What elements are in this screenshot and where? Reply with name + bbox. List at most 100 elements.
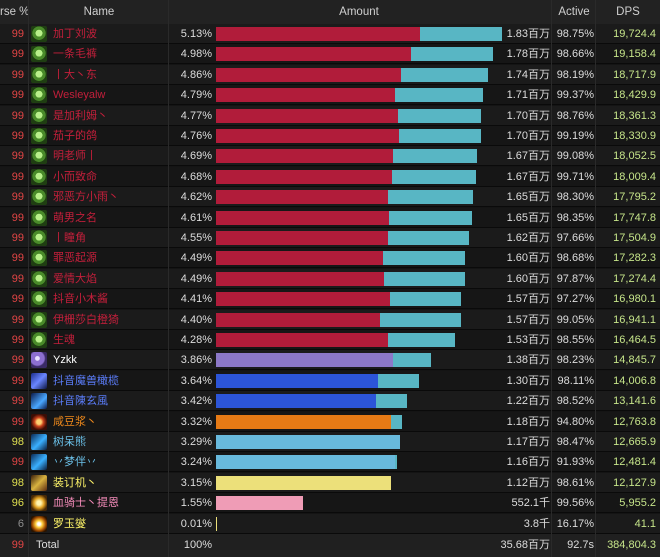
unholy-skull-icon — [31, 230, 47, 246]
dps-value: 18,009.4 — [613, 170, 656, 183]
table-row[interactable]: 96 血骑士丶提恩 1.55% 552.1千 99.56% 5,955.2 — [0, 493, 660, 514]
dps-value: 5,955.2 — [619, 497, 656, 510]
player-name[interactable]: 小而致命 — [53, 170, 97, 183]
table-row[interactable]: 99 罪恶起源 4.49% 1.60百万 98.68% 17,282.3 — [0, 248, 660, 269]
table-row[interactable]: 99 邪恶方小雨丶 4.62% 1.65百万 98.30% 17,795.2 — [0, 187, 660, 208]
player-name[interactable]: 一条毛裤 — [53, 48, 97, 61]
player-name[interactable]: 血骑士丶提恩 — [53, 497, 119, 510]
damage-bar-primary — [216, 210, 389, 225]
player-name[interactable]: 明老师丨 — [53, 150, 97, 163]
damage-amount: 1.67百万 — [506, 150, 550, 163]
damage-bar-primary — [216, 455, 395, 470]
player-name[interactable]: 茄子的鸽 — [53, 130, 97, 142]
active-percent: 98.23% — [556, 354, 594, 367]
damage-bar-secondary — [399, 129, 481, 143]
player-name[interactable]: 丨瞳角 — [53, 232, 86, 244]
damage-bar — [216, 414, 502, 429]
table-row[interactable]: 99 萌男之名 4.61% 1.65百万 98.35% 17,747.8 — [0, 207, 660, 228]
player-name[interactable]: 罗玉燮 — [53, 517, 86, 530]
table-row[interactable]: 99 丨瞳角 4.55% 1.62百万 97.66% 17,504.9 — [0, 228, 660, 248]
table-row[interactable]: 99 伊栅莎白橙猗 4.40% 1.57百万 99.05% 16,941.1 — [0, 309, 660, 330]
inv-percent: 99 — [11, 293, 24, 306]
column-dps[interactable]: DPS — [616, 6, 640, 18]
player-name[interactable]: 抖音小木酱 — [53, 293, 108, 306]
player-name[interactable]: 抖音陳玄風 — [53, 395, 108, 408]
table-row[interactable]: 99 小而致命 4.68% 1.67百万 99.71% 18,009.4 — [0, 166, 660, 187]
table-row[interactable]: 99 丷梦伴丷 3.24% 1.16百万 91.93% 12,481.4 — [0, 452, 660, 473]
column-inv-percent[interactable]: rse % — [0, 6, 28, 18]
player-name[interactable]: 加丁刘波 — [53, 28, 97, 40]
player-name[interactable]: Yzkk — [53, 354, 77, 367]
player-name[interactable]: 装订机丶 — [53, 476, 97, 489]
damage-bar — [216, 251, 502, 266]
table-row[interactable]: 99 抖音魔兽橄榄 3.64% 1.30百万 98.11% 14,006.8 — [0, 370, 660, 391]
damage-bar — [216, 231, 502, 245]
player-name[interactable]: 咸豆浆丶 — [53, 415, 97, 428]
column-active[interactable]: Active — [558, 6, 590, 18]
table-row[interactable]: 99 Wesleyalw 4.79% 1.71百万 99.37% 18,429.9 — [0, 85, 660, 106]
damage-bar-secondary — [390, 292, 461, 307]
damage-bar-secondary — [388, 190, 473, 205]
inv-percent: 99 — [11, 28, 24, 40]
table-row[interactable]: 99 爱情大焰 4.49% 1.60百万 97.87% 17,274.4 — [0, 268, 660, 289]
player-name[interactable]: 生魂 — [53, 334, 75, 346]
player-name[interactable]: 爱情大焰 — [53, 272, 97, 285]
player-name[interactable]: 是加利姆丶 — [53, 109, 108, 122]
dps-value: 19,158.4 — [613, 48, 656, 61]
table-row[interactable]: 99 丨大丶东 4.86% 1.74百万 98.19% 18,717.9 — [0, 64, 660, 85]
table-row[interactable]: 99 明老师丨 4.69% 1.67百万 99.08% 18,052.5 — [0, 146, 660, 167]
damage-bar-primary — [216, 394, 376, 409]
damage-bar-secondary — [391, 414, 402, 429]
column-name[interactable]: Name — [83, 6, 115, 18]
damage-bar-primary — [216, 496, 303, 511]
player-name[interactable]: 伊栅莎白橙猗 — [53, 313, 119, 326]
table-row[interactable]: 99 咸豆浆丶 3.32% 1.18百万 94.80% 12,763.8 — [0, 411, 660, 432]
table-row[interactable]: 98 装订机丶 3.15% 1.12百万 98.61% 12,127.9 — [0, 472, 660, 493]
table-row[interactable]: 99 抖音陳玄風 3.42% 1.22百万 98.52% 13,141.6 — [0, 391, 660, 412]
table-row[interactable]: 99 一条毛裤 4.98% 1.78百万 98.66% 19,158.4 — [0, 44, 660, 65]
dps-value: 17,282.3 — [613, 252, 656, 265]
active-percent: 97.87% — [556, 272, 594, 285]
table-row[interactable]: 6 罗玉燮 0.01% 3.8千 16.17% 41.1 — [0, 513, 660, 534]
total-active: 92.7s — [567, 539, 594, 551]
damage-bar-primary — [216, 414, 391, 429]
damage-amount: 1.17百万 — [506, 436, 550, 448]
player-name[interactable]: Wesleyalw — [53, 89, 106, 102]
arcane-mage-icon — [31, 372, 47, 389]
spark-icon — [31, 515, 47, 532]
column-amount[interactable]: Amount — [339, 6, 379, 18]
player-name[interactable]: 树呆熊 — [53, 436, 86, 448]
damage-amount: 1.74百万 — [506, 68, 550, 81]
damage-amount: 1.18百万 — [506, 415, 550, 428]
damage-bar-primary — [216, 27, 420, 41]
damage-percent: 4.86% — [180, 68, 212, 81]
table-row[interactable]: 99 抖音小木酱 4.41% 1.57百万 97.27% 16,980.1 — [0, 289, 660, 310]
table-row[interactable]: 99 生魂 4.28% 1.53百万 98.55% 16,464.5 — [0, 330, 660, 350]
player-name[interactable]: 罪恶起源 — [53, 252, 97, 265]
damage-bar-primary — [216, 231, 388, 245]
shadow-priest-icon — [31, 352, 47, 369]
table-row[interactable]: 99 Yzkk 3.86% 1.38百万 98.23% 14,845.7 — [0, 350, 660, 371]
damage-bar — [216, 190, 502, 205]
active-percent: 98.55% — [556, 334, 594, 346]
damage-percent: 4.49% — [180, 272, 212, 285]
dps-value: 18,330.9 — [613, 130, 656, 142]
player-name[interactable]: 丷梦伴丷 — [53, 456, 97, 469]
damage-bar-primary — [216, 149, 393, 164]
inv-percent: 99 — [11, 415, 24, 428]
table-row[interactable]: 98 树呆熊 3.29% 1.17百万 98.47% 12,665.9 — [0, 432, 660, 452]
table-row[interactable]: 99 加丁刘波 5.13% 1.83百万 98.75% 19,724.4 — [0, 24, 660, 44]
active-percent: 99.71% — [556, 170, 594, 183]
player-name[interactable]: 丨大丶东 — [53, 68, 97, 81]
table-row[interactable]: 99 是加利姆丶 4.77% 1.70百万 98.76% 18,361.3 — [0, 105, 660, 126]
player-name[interactable]: 萌男之名 — [53, 211, 97, 224]
damage-bar-primary — [216, 47, 411, 62]
table-row[interactable]: 99 茄子的鸽 4.76% 1.70百万 99.19% 18,330.9 — [0, 126, 660, 146]
damage-bar-secondary — [398, 108, 481, 123]
player-name[interactable]: 邪恶方小雨丶 — [53, 191, 119, 204]
damage-amount: 1.67百万 — [506, 170, 550, 183]
damage-bar-secondary — [401, 67, 488, 82]
damage-amount: 1.78百万 — [506, 48, 550, 61]
damage-amount: 3.8千 — [523, 517, 550, 530]
player-name[interactable]: 抖音魔兽橄榄 — [53, 374, 119, 387]
